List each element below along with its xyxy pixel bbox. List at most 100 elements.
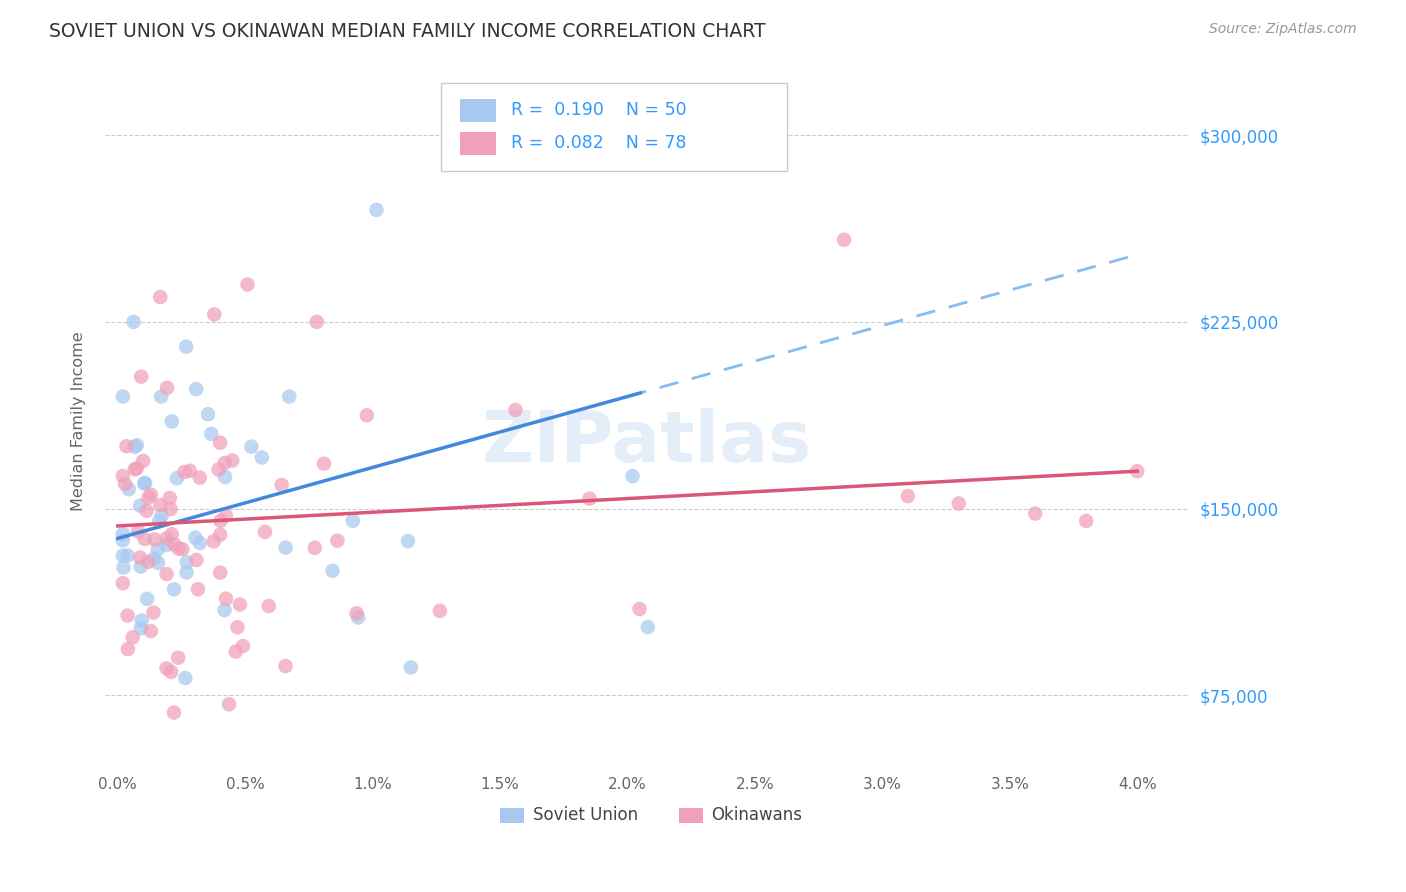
Point xyxy=(135,504,157,518)
Point xyxy=(129,550,152,565)
Point xyxy=(124,440,146,454)
Point xyxy=(142,606,165,620)
Point xyxy=(209,514,232,528)
Point xyxy=(149,498,172,512)
Point xyxy=(167,650,190,665)
Point xyxy=(163,706,186,720)
Point xyxy=(202,534,225,549)
Point xyxy=(129,499,152,513)
Point xyxy=(366,202,388,217)
Point xyxy=(342,514,364,528)
Point xyxy=(173,465,195,479)
Point xyxy=(134,532,156,546)
Point xyxy=(143,533,166,547)
Point xyxy=(129,559,152,574)
Text: Soviet Union: Soviet Union xyxy=(533,806,638,824)
Point xyxy=(143,551,166,566)
Point xyxy=(139,487,162,501)
Point xyxy=(160,527,183,541)
Point xyxy=(209,435,232,450)
Point xyxy=(172,542,194,557)
Y-axis label: Median Family Income: Median Family Income xyxy=(72,332,86,511)
Point xyxy=(214,603,236,617)
Point xyxy=(209,566,232,580)
Point xyxy=(257,599,280,613)
Point xyxy=(111,469,134,483)
Point xyxy=(637,620,659,634)
FancyBboxPatch shape xyxy=(501,808,524,823)
Point xyxy=(240,440,263,454)
Point xyxy=(176,555,198,569)
Point xyxy=(111,390,134,404)
Point xyxy=(218,698,240,712)
Point xyxy=(149,290,172,304)
Text: R =  0.082    N = 78: R = 0.082 N = 78 xyxy=(512,134,686,152)
Point xyxy=(278,390,301,404)
Point xyxy=(186,553,208,567)
Point xyxy=(1076,514,1098,528)
Point xyxy=(897,489,920,503)
Point xyxy=(111,576,134,591)
Text: Okinawans: Okinawans xyxy=(711,806,803,824)
Point xyxy=(429,604,451,618)
Point xyxy=(129,621,152,635)
Point xyxy=(159,502,181,516)
Point xyxy=(117,549,139,563)
Point xyxy=(132,454,155,468)
Point xyxy=(214,456,236,470)
Point xyxy=(215,591,238,606)
Point xyxy=(312,457,335,471)
Point xyxy=(160,414,183,428)
Point xyxy=(200,426,222,441)
Point xyxy=(114,477,136,491)
Point xyxy=(112,560,135,574)
Point xyxy=(832,233,855,247)
Point xyxy=(166,471,188,485)
Point xyxy=(155,661,177,675)
FancyBboxPatch shape xyxy=(460,131,496,154)
Point xyxy=(118,482,141,496)
Point xyxy=(155,538,177,552)
Point xyxy=(202,307,225,321)
Point xyxy=(160,665,183,679)
Point xyxy=(232,639,254,653)
Point xyxy=(236,277,259,292)
Point xyxy=(505,403,527,417)
Point xyxy=(117,642,139,657)
Point xyxy=(122,315,145,329)
Point xyxy=(136,555,159,569)
Point xyxy=(229,598,252,612)
Point xyxy=(184,382,207,396)
Point xyxy=(215,508,238,523)
Point xyxy=(221,453,243,467)
FancyBboxPatch shape xyxy=(440,84,787,170)
Point xyxy=(621,469,644,483)
Point xyxy=(628,602,651,616)
Point xyxy=(214,470,236,484)
Point xyxy=(253,524,276,539)
Point xyxy=(176,566,198,580)
Point xyxy=(129,369,152,384)
Point xyxy=(305,315,328,329)
Point xyxy=(174,671,197,685)
Point xyxy=(347,610,370,624)
Point xyxy=(139,624,162,639)
Point xyxy=(197,407,219,421)
Point xyxy=(167,541,190,556)
Point xyxy=(948,497,970,511)
Point xyxy=(304,541,326,555)
Point xyxy=(125,461,148,475)
Point xyxy=(117,608,139,623)
Point xyxy=(148,515,170,529)
Point xyxy=(174,340,197,354)
Point xyxy=(356,409,378,423)
Point xyxy=(127,524,149,539)
Point xyxy=(188,536,211,550)
Point xyxy=(184,531,207,545)
Point xyxy=(155,567,177,582)
Point xyxy=(270,478,292,492)
Point xyxy=(399,660,422,674)
Point xyxy=(1126,464,1149,478)
Point xyxy=(274,659,297,673)
Point xyxy=(125,438,148,452)
